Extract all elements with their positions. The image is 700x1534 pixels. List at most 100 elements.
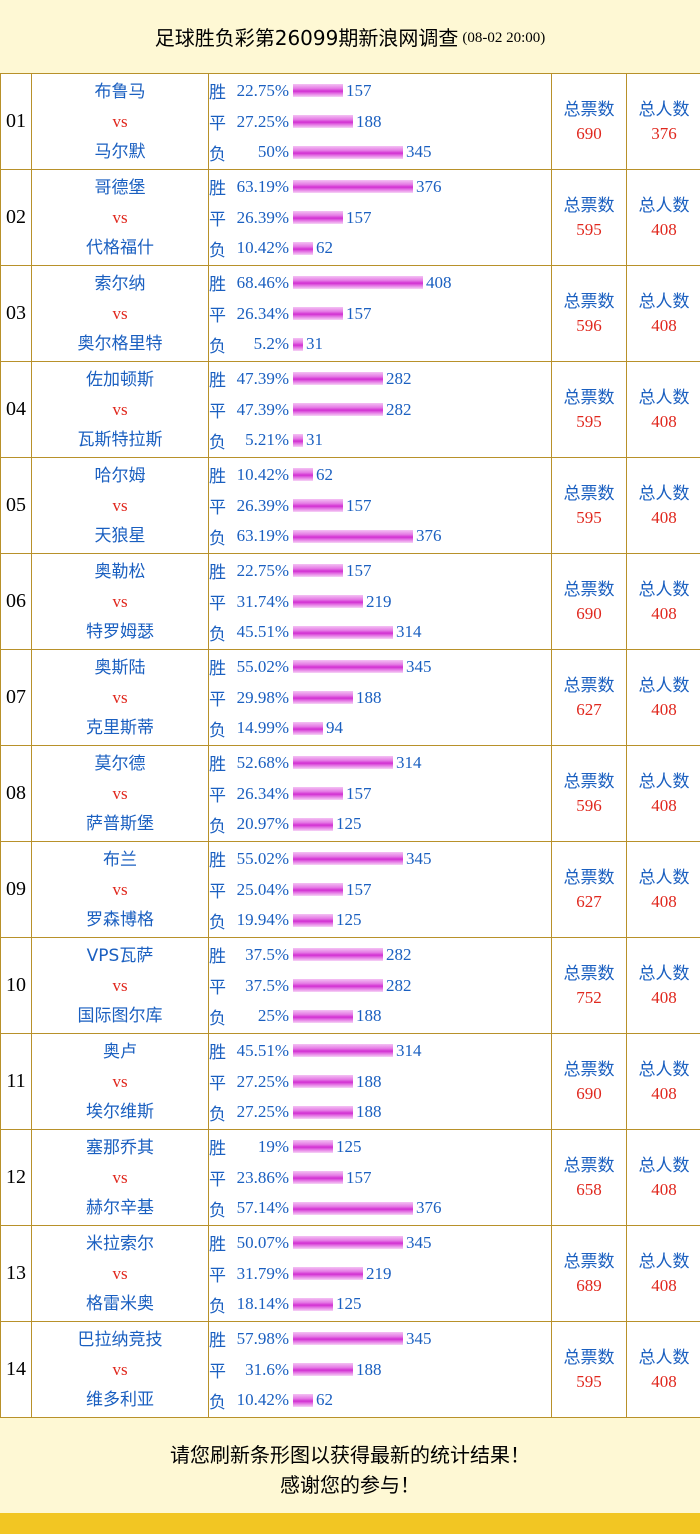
vote-bar (293, 913, 333, 927)
vote-bar (293, 337, 303, 351)
match-teams: 巴拉纳竞技 vs 维多利亚 (31, 1321, 209, 1418)
total-people-value: 408 (651, 1083, 677, 1103)
vote-bar (293, 145, 403, 159)
result-label-lose: 负 (209, 432, 226, 453)
vs-label: vs (112, 303, 128, 323)
total-people-label: 总人数 (638, 99, 690, 120)
match-number: 06 (0, 553, 32, 650)
result-percent: 50.07% (236, 1232, 289, 1252)
away-team: 瓦斯特拉斯 (77, 429, 163, 450)
total-people-value: 408 (651, 411, 677, 431)
vote-bar (293, 1009, 353, 1023)
vote-count: 157 (346, 560, 372, 580)
match-row: 13 米拉索尔 vs 格雷米奥 胜 50.07% 345 平 31.79% 21… (0, 1225, 700, 1322)
match-teams: 塞那乔其 vs 赫尔辛基 (31, 1129, 209, 1226)
result-row-win: 胜 52.68% 314 (209, 747, 551, 778)
result-row-lose: 负 20.97% 125 (209, 809, 551, 840)
total-people-value: 408 (651, 507, 677, 527)
match-teams: 奥斯陆 vs 克里斯蒂 (31, 649, 209, 746)
total-people-value: 408 (651, 1371, 677, 1391)
total-votes-cell: 总票数 690 (551, 1033, 627, 1130)
result-row-lose: 负 50% 345 (209, 137, 551, 168)
vote-bar (293, 180, 413, 194)
vote-count: 345 (406, 1328, 432, 1348)
result-label-draw: 平 (209, 978, 226, 998)
total-votes-label: 总票数 (563, 291, 615, 312)
match-teams: 哈尔姆 vs 天狼星 (31, 457, 209, 554)
survey-table: 01 布鲁马 vs 马尔默 胜 22.75% 157 平 27.25% 188 … (0, 73, 700, 1418)
vs-label: vs (112, 975, 128, 995)
result-percent: 68.46% (236, 272, 289, 292)
result-row-lose: 负 63.19% 376 (209, 521, 551, 552)
home-team: 莫尔德 (94, 753, 146, 774)
result-label-draw: 平 (209, 1266, 226, 1286)
result-percent: 45.51% (236, 1040, 289, 1060)
home-team: VPS瓦萨 (86, 945, 154, 966)
vote-count: 408 (426, 272, 452, 292)
total-votes-label: 总票数 (563, 579, 615, 600)
result-bars: 胜 63.19% 376 平 26.39% 157 负 10.42% 62 (208, 169, 552, 266)
result-percent: 63.19% (236, 176, 289, 196)
match-teams: 索尔纳 vs 奥尔格里特 (31, 265, 209, 362)
result-percent: 10.42% (236, 1390, 289, 1410)
result-label-win: 胜 (209, 1139, 226, 1160)
vs-label: vs (112, 1167, 128, 1187)
total-votes-label: 总票数 (563, 675, 615, 696)
vote-count: 125 (336, 910, 362, 930)
vote-count: 345 (406, 848, 432, 868)
away-team: 罗森博格 (86, 909, 154, 930)
vote-count: 125 (336, 1136, 362, 1156)
total-votes-label: 总票数 (563, 1251, 615, 1272)
total-votes-label: 总票数 (563, 195, 615, 216)
result-row-lose: 负 19.94% 125 (209, 905, 551, 936)
result-bars: 胜 45.51% 314 平 27.25% 188 负 27.25% 188 (208, 1033, 552, 1130)
vs-label: vs (112, 1071, 128, 1091)
result-percent: 19.94% (236, 910, 289, 930)
match-row: 12 塞那乔其 vs 赫尔辛基 胜 19% 125 平 23.86% 157 负… (0, 1129, 700, 1226)
home-team: 奥卢 (103, 1041, 137, 1062)
away-team: 马尔默 (94, 141, 146, 162)
vote-count: 62 (316, 1390, 333, 1410)
match-number: 02 (0, 169, 32, 266)
match-row: 05 哈尔姆 vs 天狼星 胜 10.42% 62 平 26.39% 157 负… (0, 457, 700, 554)
away-team: 代格福什 (86, 237, 154, 258)
result-row-draw: 平 26.39% 157 (209, 202, 551, 233)
result-row-win: 胜 45.51% 314 (209, 1035, 551, 1066)
result-label-draw: 平 (209, 882, 226, 902)
result-row-draw: 平 47.39% 282 (209, 394, 551, 425)
match-row: 07 奥斯陆 vs 克里斯蒂 胜 55.02% 345 平 29.98% 188… (0, 649, 700, 746)
vs-label: vs (112, 207, 128, 227)
result-label-draw: 平 (209, 786, 226, 806)
result-row-win: 胜 37.5% 282 (209, 939, 551, 970)
result-row-lose: 负 57.14% 376 (209, 1193, 551, 1224)
total-votes-cell: 总票数 595 (551, 361, 627, 458)
vote-bar (293, 691, 353, 704)
match-number: 03 (0, 265, 32, 362)
result-percent: 25% (257, 1006, 289, 1026)
match-row: 10 VPS瓦萨 vs 国际图尔库 胜 37.5% 282 平 37.5% 28… (0, 937, 700, 1034)
match-teams: 佐加顿斯 vs 瓦斯特拉斯 (31, 361, 209, 458)
result-label-win: 胜 (209, 179, 226, 200)
result-label-lose: 负 (209, 1296, 226, 1317)
total-people-value: 408 (651, 987, 677, 1007)
result-percent: 37.5% (245, 944, 289, 964)
result-percent: 27.25% (236, 1071, 289, 1091)
result-percent: 23.86% (236, 1167, 289, 1187)
vote-count: 188 (356, 1102, 382, 1122)
match-teams: 哥德堡 vs 代格福什 (31, 169, 209, 266)
vote-count: 219 (366, 1263, 392, 1283)
total-people-cell: 总人数 408 (626, 937, 700, 1034)
result-label-lose: 负 (209, 528, 226, 549)
result-percent: 27.25% (236, 111, 289, 131)
total-people-cell: 总人数 408 (626, 553, 700, 650)
result-label-draw: 平 (209, 210, 226, 230)
vote-bar (293, 756, 393, 770)
result-row-win: 胜 10.42% 62 (209, 459, 551, 490)
result-label-win: 胜 (209, 1043, 226, 1064)
result-percent: 10.42% (236, 464, 289, 484)
total-people-value: 408 (651, 315, 677, 335)
vote-count: 282 (386, 368, 412, 388)
total-votes-cell: 总票数 595 (551, 457, 627, 554)
result-bars: 胜 22.75% 157 平 31.74% 219 负 45.51% 314 (208, 553, 552, 650)
vote-bar (293, 625, 393, 639)
